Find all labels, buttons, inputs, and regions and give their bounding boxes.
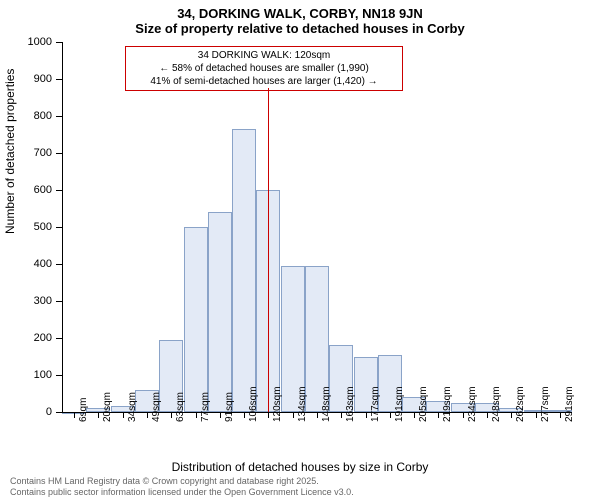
x-tick xyxy=(463,412,464,418)
y-tick-label: 300 xyxy=(0,295,52,307)
x-tick xyxy=(268,412,269,418)
footer-line2: Contains public sector information licen… xyxy=(10,487,354,498)
y-tick-label: 900 xyxy=(0,73,52,85)
x-tick-label: 106sqm xyxy=(248,386,259,422)
x-tick xyxy=(390,412,391,418)
histogram-bar xyxy=(208,212,232,412)
chart-title: 34, DORKING WALK, CORBY, NN18 9JN xyxy=(0,0,600,21)
y-tick-label: 1000 xyxy=(0,36,52,48)
y-tick xyxy=(56,190,62,191)
y-tick-label: 200 xyxy=(0,332,52,344)
x-tick-label: 63sqm xyxy=(175,392,186,422)
x-tick xyxy=(487,412,488,418)
histogram-bar xyxy=(184,227,208,412)
x-tick xyxy=(147,412,148,418)
plot-area xyxy=(62,42,572,412)
x-tick xyxy=(438,412,439,418)
x-tick-label: 148sqm xyxy=(321,386,332,422)
y-tick xyxy=(56,301,62,302)
x-tick xyxy=(220,412,221,418)
x-tick-label: 262sqm xyxy=(515,386,526,422)
y-tick-label: 600 xyxy=(0,184,52,196)
x-tick xyxy=(293,412,294,418)
y-tick-label: 100 xyxy=(0,369,52,381)
y-tick xyxy=(56,42,62,43)
x-tick-label: 120sqm xyxy=(272,386,283,422)
y-tick xyxy=(56,116,62,117)
footer-attribution: Contains HM Land Registry data © Crown c… xyxy=(10,476,354,498)
x-tick-label: 191sqm xyxy=(394,386,405,422)
x-tick xyxy=(414,412,415,418)
histogram-bar xyxy=(232,129,256,412)
x-tick-label: 234sqm xyxy=(467,386,478,422)
x-tick xyxy=(511,412,512,418)
y-tick xyxy=(56,412,62,413)
y-tick xyxy=(56,338,62,339)
x-tick-label: 134sqm xyxy=(297,386,308,422)
y-tick xyxy=(56,264,62,265)
x-tick xyxy=(74,412,75,418)
x-tick-label: 91sqm xyxy=(224,392,235,422)
x-tick xyxy=(98,412,99,418)
chart-container: 34, DORKING WALK, CORBY, NN18 9JN Size o… xyxy=(0,0,600,500)
annotation-line1: 34 DORKING WALK: 120sqm xyxy=(132,49,396,62)
y-tick-label: 0 xyxy=(0,406,52,418)
y-tick-label: 800 xyxy=(0,110,52,122)
x-tick xyxy=(317,412,318,418)
x-tick-label: 219sqm xyxy=(442,386,453,422)
x-tick-label: 20sqm xyxy=(102,392,113,422)
x-tick xyxy=(341,412,342,418)
x-tick-label: 205sqm xyxy=(418,386,429,422)
x-tick-label: 77sqm xyxy=(200,392,211,422)
x-tick xyxy=(171,412,172,418)
annotation-line3: 41% of semi-detached houses are larger (… xyxy=(132,75,396,88)
x-tick-label: 248sqm xyxy=(491,386,502,422)
x-tick-label: 277sqm xyxy=(540,386,551,422)
annotation-line2: ← 58% of detached houses are smaller (1,… xyxy=(132,62,396,75)
x-tick xyxy=(366,412,367,418)
y-tick-label: 700 xyxy=(0,147,52,159)
y-tick xyxy=(56,153,62,154)
x-tick-label: 34sqm xyxy=(127,392,138,422)
y-tick xyxy=(56,375,62,376)
y-tick xyxy=(56,227,62,228)
x-tick xyxy=(123,412,124,418)
x-tick xyxy=(560,412,561,418)
x-tick-label: 49sqm xyxy=(151,392,162,422)
x-tick xyxy=(536,412,537,418)
y-axis-line xyxy=(62,42,63,412)
x-tick-label: 163sqm xyxy=(345,386,356,422)
marker-line xyxy=(268,88,269,412)
x-tick xyxy=(196,412,197,418)
x-tick-label: 291sqm xyxy=(564,386,575,422)
x-tick xyxy=(244,412,245,418)
x-axis-title: Distribution of detached houses by size … xyxy=(0,460,600,474)
y-tick-label: 500 xyxy=(0,221,52,233)
annotation-box: 34 DORKING WALK: 120sqm ← 58% of detache… xyxy=(125,46,403,91)
footer-line1: Contains HM Land Registry data © Crown c… xyxy=(10,476,354,487)
y-tick xyxy=(56,79,62,80)
x-tick-label: 6sqm xyxy=(78,398,89,422)
y-tick-label: 400 xyxy=(0,258,52,270)
chart-subtitle: Size of property relative to detached ho… xyxy=(0,21,600,38)
x-tick-label: 177sqm xyxy=(370,386,381,422)
